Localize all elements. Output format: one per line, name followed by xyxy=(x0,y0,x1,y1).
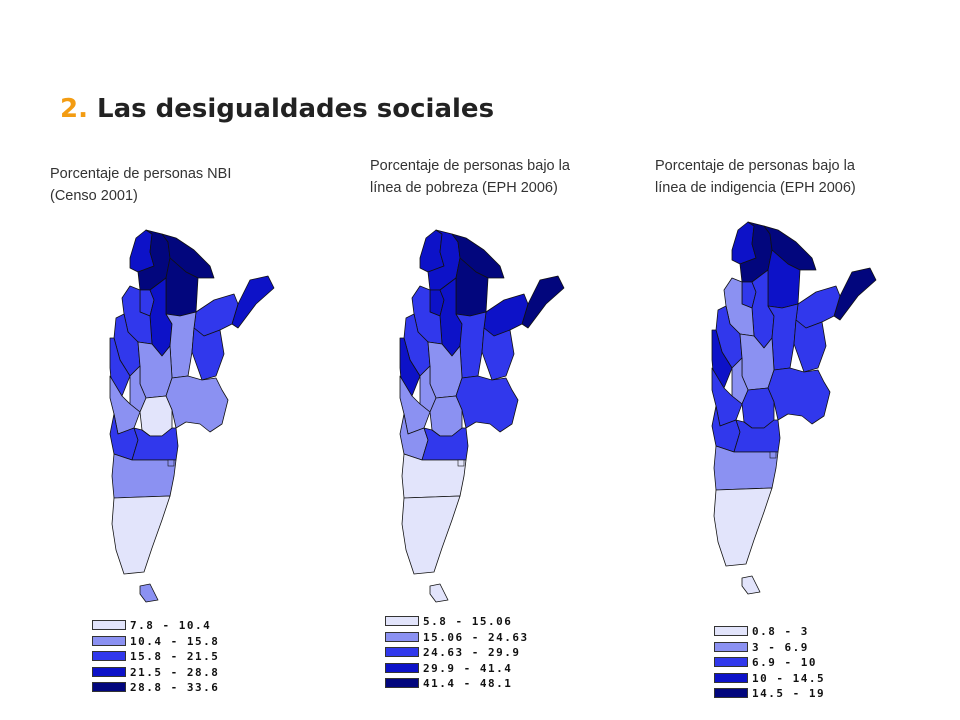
province-lapampa xyxy=(139,395,173,437)
province-rionegro xyxy=(733,419,781,453)
peninsula-marker xyxy=(167,459,175,467)
legend-label: 24.63 - 29.9 xyxy=(423,646,521,659)
province-tierradelfuego xyxy=(741,575,761,595)
province-entrerios xyxy=(191,327,225,381)
legend-swatch xyxy=(714,672,748,683)
province-misiones xyxy=(521,275,565,329)
province-santacruz xyxy=(401,495,461,575)
legend-label: 3 - 6.9 xyxy=(752,640,809,654)
legend-label: 15.8 - 21.5 xyxy=(130,650,220,663)
peninsula-marker xyxy=(769,451,777,459)
province-santafe xyxy=(455,311,487,379)
province-rionegro xyxy=(131,427,179,461)
map-nbi xyxy=(109,229,275,603)
legend-swatch xyxy=(714,688,748,698)
province-santafe xyxy=(165,311,197,379)
title-number: 2. xyxy=(60,94,88,124)
province-santacruz xyxy=(713,487,773,567)
province-buenosaires xyxy=(455,375,519,433)
legend-swatch xyxy=(385,616,419,626)
legend-swatch xyxy=(92,651,126,661)
legend-label: 28.8 - 33.6 xyxy=(130,681,220,694)
legend-label: 15.06 - 24.63 xyxy=(423,630,529,644)
legend-label: 5.8 - 15.06 xyxy=(423,615,513,628)
province-misiones xyxy=(231,275,275,329)
map-caption-pobreza: Porcentaje de personas bajo la línea de … xyxy=(370,158,570,196)
legend-label: 10.4 - 15.8 xyxy=(130,634,220,648)
province-santacruz xyxy=(111,495,171,575)
province-misiones xyxy=(833,267,877,321)
province-chubut xyxy=(713,445,779,491)
province-chubut xyxy=(111,453,177,499)
province-sanjuan xyxy=(711,329,733,389)
legend-label: 7.8 - 10.4 xyxy=(130,619,212,632)
map-caption-indigencia: Porcentaje de personas bajo la línea de … xyxy=(655,158,856,196)
legend-label: 14.5 - 19 xyxy=(752,687,826,700)
province-formosa xyxy=(451,233,505,279)
legend-swatch xyxy=(714,626,748,636)
legend-label: 21.5 - 28.8 xyxy=(130,665,220,679)
province-lapampa xyxy=(741,387,775,429)
map-pobreza xyxy=(399,229,565,603)
province-formosa xyxy=(763,225,817,271)
province-tierradelfuego xyxy=(429,583,449,603)
province-tierradelfuego xyxy=(139,583,159,603)
province-corrientes xyxy=(483,293,529,337)
legend-label: 6.9 - 10 xyxy=(752,656,817,669)
legend-swatch xyxy=(714,641,748,652)
legend-swatch xyxy=(385,647,419,657)
peninsula-marker xyxy=(457,459,465,467)
legend-swatch xyxy=(385,631,419,642)
province-formosa xyxy=(161,233,215,279)
legend-label: 29.9 - 41.4 xyxy=(423,661,513,675)
legend-swatch xyxy=(92,635,126,646)
province-buenosaires xyxy=(165,375,229,433)
province-rionegro xyxy=(421,427,469,461)
legend-swatch xyxy=(385,678,419,688)
province-buenosaires xyxy=(767,367,831,425)
province-lapampa xyxy=(429,395,463,437)
legend-swatch xyxy=(92,682,126,692)
province-sanjuan xyxy=(399,337,421,397)
province-cordoba xyxy=(427,341,463,399)
legend-swatch xyxy=(92,620,126,630)
slide-title: 2. Las desigualdades sociales xyxy=(60,94,494,124)
title-text: Las desigualdades sociales xyxy=(97,94,495,124)
legend-swatch xyxy=(92,666,126,677)
province-entrerios xyxy=(793,319,827,373)
legend-swatch xyxy=(385,662,419,673)
map-caption-nbi: Porcentaje de personas NBI (Censo 2001) xyxy=(50,166,232,204)
province-entrerios xyxy=(481,327,515,381)
map-indigencia xyxy=(711,221,877,595)
province-corrientes xyxy=(795,285,841,329)
province-corrientes xyxy=(193,293,239,337)
province-santafe xyxy=(767,303,799,371)
province-chubut xyxy=(401,453,467,499)
province-cordoba xyxy=(137,341,173,399)
legend-label: 41.4 - 48.1 xyxy=(423,677,513,690)
province-cordoba xyxy=(739,333,775,391)
province-sanjuan xyxy=(109,337,131,397)
legend-swatch xyxy=(714,657,748,667)
legend-label: 10 - 14.5 xyxy=(752,671,826,685)
legend-label: 0.8 - 3 xyxy=(752,625,809,638)
